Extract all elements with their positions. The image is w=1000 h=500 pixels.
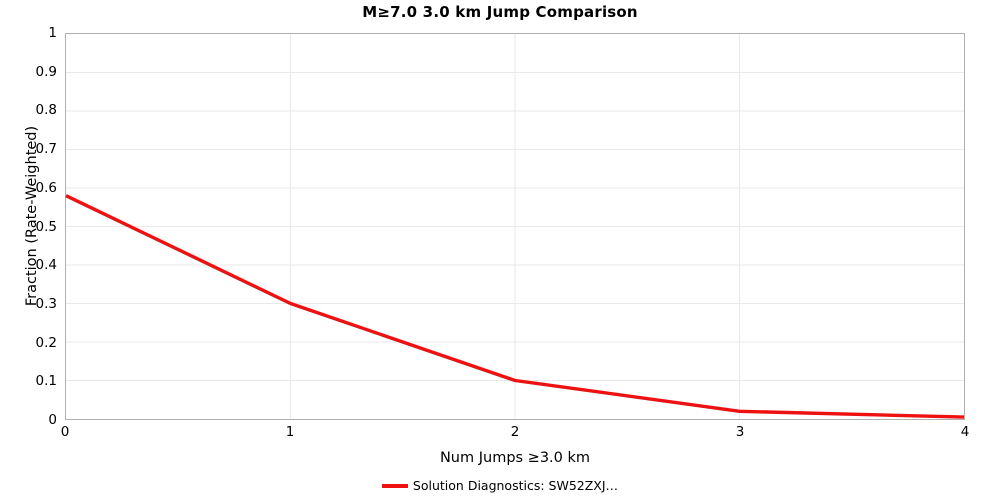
data-series-layer [65, 194, 965, 419]
x-tick-label: 3 [735, 424, 745, 440]
y-tick-label: 0.9 [35, 63, 57, 80]
x-tick-label: 0 [60, 424, 70, 440]
y-tick-label: 1 [48, 25, 57, 41]
plot-area [65, 33, 965, 420]
legend-entry[interactable]: Solution Diagnostics: SW52ZXJ… [381, 478, 619, 493]
y-tick-label: 0.2 [35, 334, 57, 351]
y-tick-label: 0.1 [35, 373, 57, 390]
legend-label: Solution Diagnostics: SW52ZXJ… [412, 478, 619, 493]
series-line [65, 194, 965, 419]
gridlines [66, 34, 964, 419]
chart-title: M≥7.0 3.0 km Jump Comparison [362, 3, 638, 21]
x-tick-label: 1 [285, 424, 295, 440]
x-tick-label: 2 [510, 424, 520, 440]
y-tick-label: 0.4 [35, 257, 57, 274]
chart-legend: Solution Diagnostics: SW52ZXJ… [0, 478, 1000, 493]
y-tick-label: 0.3 [35, 295, 57, 312]
x-tick-label: 4 [960, 424, 970, 440]
y-tick-label: 0.6 [35, 179, 57, 196]
x-axis-label: Num Jumps ≥3.0 km [439, 450, 591, 466]
y-tick-label: 0.5 [35, 218, 57, 235]
y-tick-label: 0 [48, 412, 57, 428]
legend-color-swatch [381, 483, 408, 488]
y-tick-label: 0.8 [35, 102, 57, 119]
y-tick-label: 0.7 [35, 141, 57, 158]
